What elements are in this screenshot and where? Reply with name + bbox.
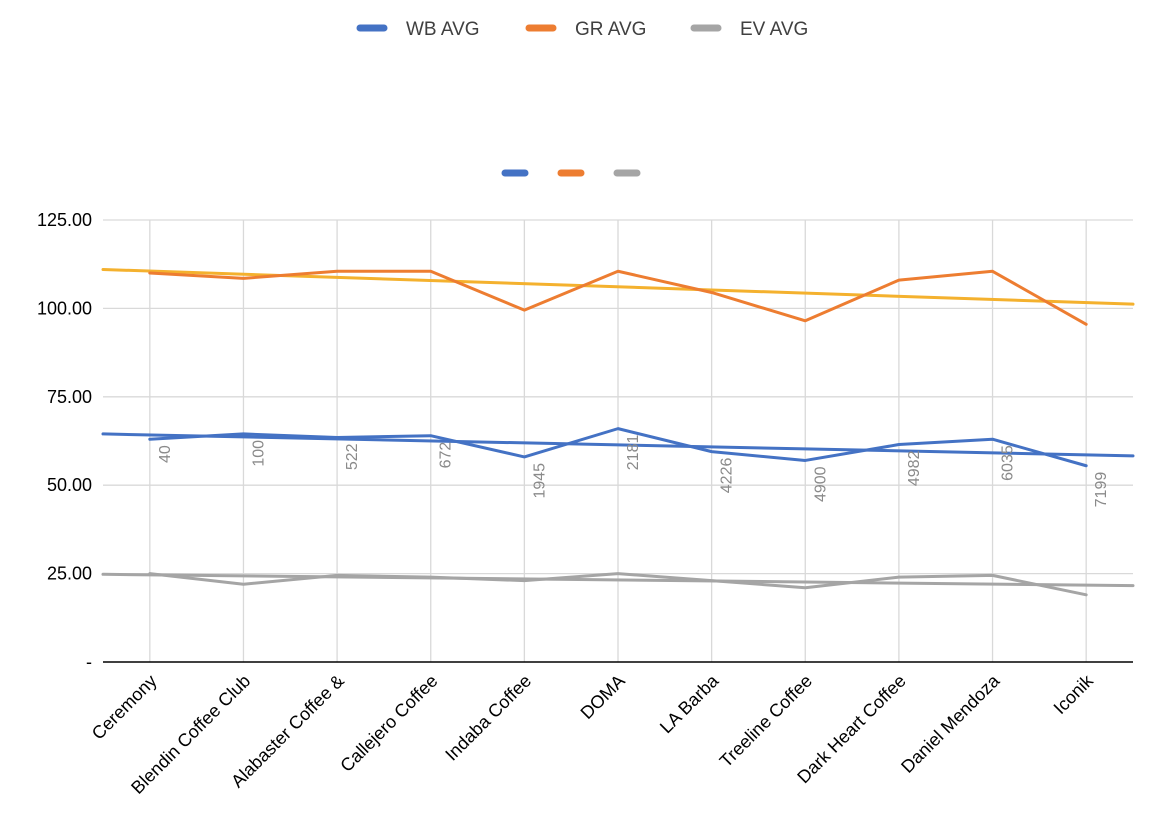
- data-label: 7199: [1093, 472, 1110, 508]
- data-label: 40: [157, 445, 174, 463]
- data-label: 522: [344, 443, 361, 470]
- x-category-label: DOMA: [577, 671, 629, 723]
- trendline: [101, 432, 1135, 458]
- x-category-label: LA Barba: [656, 670, 723, 737]
- data-label: 672: [438, 442, 455, 469]
- data-label: 100: [250, 440, 267, 467]
- y-tick-label: 25.00: [47, 564, 92, 584]
- data-label: 4982: [906, 450, 923, 486]
- data-label: 4226: [719, 458, 736, 494]
- data-labels: 40 100 522 672 1945 2181 4226 4900 4982 6035 7199: [157, 435, 1110, 508]
- series-lines: [148, 269, 1088, 597]
- data-label: 6035: [1000, 445, 1017, 481]
- y-tick-label: 100.00: [37, 298, 92, 318]
- series-line: [148, 427, 1088, 468]
- x-category-label: Treeline Coffee: [716, 671, 816, 771]
- series-line: [148, 269, 1088, 326]
- x-category-label: Iconik: [1050, 670, 1098, 718]
- x-category-label: Ceremony: [88, 671, 161, 744]
- legend-label: EV AVG: [740, 19, 808, 40]
- data-label: 4900: [812, 466, 829, 502]
- legend-label: WB AVG: [406, 19, 480, 40]
- legend-label: GR AVG: [575, 19, 646, 40]
- y-tick-label: 75.00: [47, 387, 92, 407]
- y-tick-label: 50.00: [47, 475, 92, 495]
- trendline: [101, 572, 1135, 588]
- x-category-label: Indaba Coffee: [441, 671, 535, 765]
- series-line: [148, 572, 1088, 597]
- y-tick-label: 125.00: [37, 210, 92, 230]
- y-tick-label: -: [86, 652, 92, 672]
- data-label: 1945: [531, 463, 548, 499]
- data-label: 2181: [625, 435, 642, 471]
- x-category-label: Daniel Mendoza: [897, 670, 1004, 777]
- legend: WB AVG GR AVG EV AVG: [356, 19, 808, 40]
- x-category-label: Callejero Coffee: [336, 671, 441, 776]
